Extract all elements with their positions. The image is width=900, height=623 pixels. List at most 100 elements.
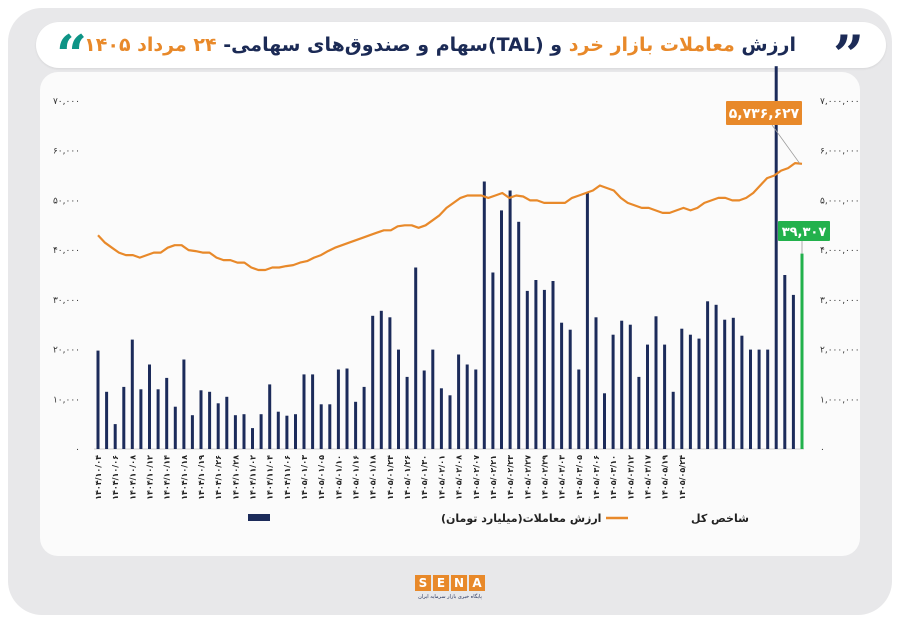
bar [190,415,194,449]
bar [319,404,323,449]
y-left-tick-label: ۷۰,۰۰۰ [53,97,80,107]
bar [173,406,177,449]
bar [122,386,126,449]
bar [165,377,169,449]
bar [688,334,692,449]
bar [560,322,564,449]
x-tick-label: ۱۴۰۴/۱۱/۰۶ [283,455,292,500]
bar [405,376,409,449]
x-tick-label: ۱۴۰۵/۰۱/۲۶ [403,455,412,500]
bar [311,374,315,449]
x-tick-label: ۱۴۰۵/۰۳/۱۷ [644,455,653,500]
y-right-tick-label: ۷,۰۰۰,۰۰۰ [820,97,860,107]
y-right-tick-label: ۰ [820,445,825,455]
bar [362,386,366,449]
y-right-tick-label: ۶,۰۰۰,۰۰۰ [820,147,860,157]
bar [525,290,529,449]
bar [276,411,280,449]
x-tick-label: ۱۴۰۵/۰۲/۲۹ [540,455,549,500]
bar [800,253,804,449]
bar [517,221,521,449]
bar [577,369,581,449]
bar [225,396,229,449]
bar [766,349,770,449]
bar [534,280,538,449]
x-tick-label: ۱۴۰۵/۰۳/۰۶ [592,455,601,500]
bar [439,388,443,449]
bar [251,428,254,449]
x-tick-label: ۱۴۰۵/۰۱/۱۸ [369,455,378,500]
bar [259,414,263,449]
index-annotation-leader [771,124,801,165]
bar [654,316,658,449]
y-left-tick-label: ۲۰,۰۰۰ [53,346,80,356]
bar [371,315,375,449]
x-tick-label: ۱۴۰۵/۰۳/۱۲ [626,455,635,500]
volume-annotation-box [778,221,830,241]
bar [345,368,349,449]
x-tick-label: ۱۴۰۵/۰۵/۱۹ [661,455,670,500]
y-left-tick-label: ۱۰,۰۰۰ [53,395,80,405]
bar [354,401,358,449]
title-part-2: و (TAL)سهام و صندوق‌های سهامی- [216,34,569,56]
legend-bar-swatch [248,514,270,521]
bar [491,272,495,449]
bar [740,335,744,449]
x-tick-label: ۱۴۰۵/۰۵/۲۴ [678,455,687,500]
bar [465,364,469,449]
bar [637,376,641,449]
bar [628,324,632,449]
bar [182,359,186,449]
bar [233,415,237,449]
x-tick-label: ۱۴۰۴/۱۰/۰۴ [94,455,103,500]
x-tick-label: ۱۴۰۵/۰۱/۲۴ [386,455,395,500]
volume-annotation-label: ۳۹,۳۰۷ [782,225,827,240]
logo-letters: S E N A [412,575,488,591]
bar [714,304,718,449]
bar [379,310,383,449]
x-tick-label: ۱۴۰۵/۰۳/۰۳ [558,455,567,500]
bar [285,415,289,449]
bar [594,317,598,449]
bar [397,349,400,449]
y-right-tick-label: ۳,۰۰۰,۰۰۰ [820,296,860,306]
bar [328,404,332,449]
bar [482,181,486,449]
x-tick-label: ۱۴۰۵/۰۱/۱۰ [334,455,343,500]
bar [706,301,710,449]
bar [216,403,220,449]
bar [697,338,701,449]
x-tick-label: ۱۴۰۴/۱۰/۱۲ [146,455,155,500]
bar [474,369,478,449]
bar [268,384,272,449]
legend-line-label: شاخص کل [691,512,749,525]
logo-letter: A [469,575,485,591]
bar [242,414,246,449]
bar [603,393,606,449]
bar [113,424,117,449]
x-tick-label: ۱۴۰۴/۱۰/۰۶ [111,455,120,500]
bar [448,395,452,449]
bar [663,344,667,449]
x-tick-label: ۱۴۰۵/۰۱/۰۳ [300,455,309,500]
logo-letter: E [433,575,449,591]
y-right-tick-label: ۵,۰۰۰,۰۰۰ [820,196,860,206]
bar [585,193,589,449]
bar [646,344,649,449]
x-tick-label: ۱۴۰۵/۰۲/۲۱ [489,455,498,500]
x-tick-label: ۱۴۰۴/۱۱/۰۲ [249,455,258,500]
bar [508,190,512,449]
y-left-tick-label: ۳۰,۰۰۰ [53,296,80,306]
bar [96,350,100,449]
y-left-tick-label: ۴۰,۰۰۰ [53,246,80,256]
title-highlight: معاملات بازار خرد [568,34,735,56]
bar [302,374,306,449]
x-tick-label: ۱۴۰۴/۱۰/۱۴ [163,455,172,500]
bar [414,267,418,449]
x-tick-label: ۱۴۰۴/۱۱/۰۴ [266,455,275,500]
y-right-tick-label: ۲,۰۰۰,۰۰۰ [820,346,860,356]
x-tick-label: ۱۴۰۴/۱۰/۰۸ [128,455,137,500]
bar [199,390,203,449]
sena-logo: S E N A پایگاه خبری بازار سرمایه ایران [412,575,488,607]
